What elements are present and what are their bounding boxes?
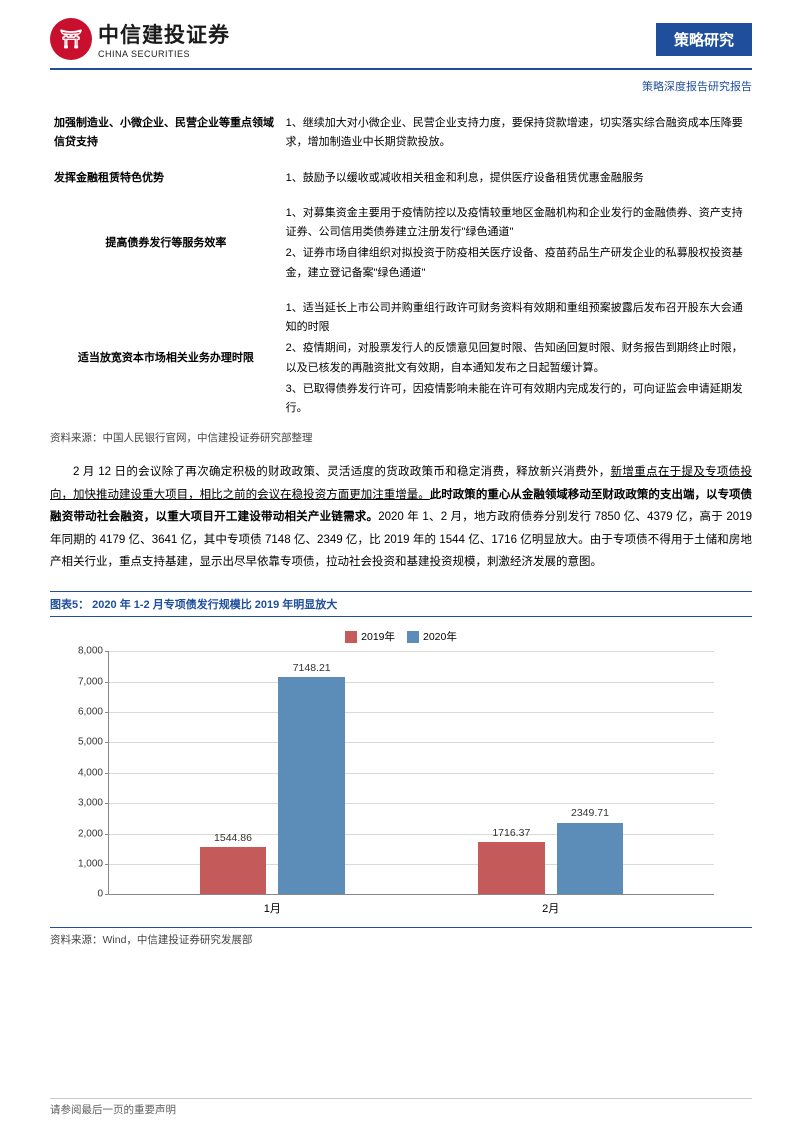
report-subtitle: 策略深度报告研究报告	[0, 70, 802, 106]
gridline	[109, 742, 714, 743]
chart-legend: 2019年 2020年	[50, 629, 752, 646]
ytick-mark	[105, 682, 109, 683]
gridline	[109, 682, 714, 683]
table-row-content: 1、鼓励予以缓收或减收相关租金和利息，提供医疗设备租赁优惠金融服务	[282, 161, 752, 196]
ytick-mark	[105, 651, 109, 652]
ytick-label: 3,000	[59, 798, 103, 809]
legend-label: 2019年	[361, 629, 395, 644]
ytick-mark	[105, 742, 109, 743]
table-row-heading: 发挥金融租赁特色优势	[50, 161, 282, 196]
body-paragraph: 2 月 12 日的会议除了再次确定积极的财政政策、灵活适度的货政政策币和稳定消费…	[50, 461, 752, 573]
gridline	[109, 803, 714, 804]
table-row-content: 1、对募集资金主要用于疫情防控以及疫情较重地区金融机构和企业发行的金融债券、资产…	[282, 196, 752, 291]
bar	[557, 823, 624, 894]
logo-text-en: CHINA SECURITIES	[98, 49, 230, 59]
bar-value-label: 1716.37	[471, 827, 551, 839]
table-row-heading: 加强制造业、小微企业、民营企业等重点领域信贷支持	[50, 106, 282, 161]
logo-text-cn: 中信建投证券	[98, 19, 230, 49]
legend-item: 2019年	[345, 629, 395, 644]
bar-value-label: 1544.86	[193, 832, 273, 844]
ytick-mark	[105, 773, 109, 774]
logo-text: 中信建投证券 CHINA SECURITIES	[98, 19, 230, 59]
logo-icon: ⛩	[50, 18, 92, 60]
gridline	[109, 651, 714, 652]
category-badge: 策略研究	[656, 23, 752, 56]
bar-value-label: 2349.71	[550, 807, 630, 819]
ytick-mark	[105, 803, 109, 804]
ytick-mark	[105, 712, 109, 713]
footer-rule	[50, 1098, 752, 1099]
ytick-label: 7,000	[59, 676, 103, 687]
gridline	[109, 773, 714, 774]
bar	[478, 842, 545, 894]
ytick-label: 5,000	[59, 737, 103, 748]
policy-table: 加强制造业、小微企业、民营企业等重点领域信贷支持1、继续加大对小微企业、民营企业…	[50, 106, 752, 426]
ytick-mark	[105, 834, 109, 835]
table-row-heading: 适当放宽资本市场相关业务办理时限	[50, 291, 282, 427]
chart-title: 图表5： 2020 年 1-2 月专项债发行规模比 2019 年明显放大	[50, 591, 752, 617]
logo-glyph: ⛩	[60, 29, 83, 50]
legend-item: 2020年	[407, 629, 457, 644]
ytick-label: 2,000	[59, 828, 103, 839]
page-header: ⛩ 中信建投证券 CHINA SECURITIES 策略研究	[0, 0, 802, 68]
ytick-label: 0	[59, 889, 103, 900]
ytick-mark	[105, 864, 109, 865]
logo-block: ⛩ 中信建投证券 CHINA SECURITIES	[50, 18, 230, 60]
legend-label: 2020年	[423, 629, 457, 644]
footer-note: 请参阅最后一页的重要声明	[50, 1102, 176, 1117]
legend-swatch	[345, 631, 357, 643]
ytick-mark	[105, 894, 109, 895]
table-row-heading: 提高债券发行等服务效率	[50, 196, 282, 291]
ytick-label: 4,000	[59, 767, 103, 778]
chart-area: 2019年2020年 01,0002,0003,0004,0005,0006,0…	[50, 623, 752, 923]
chart-source: 资料来源：Wind，中信建投证券研究发展部	[50, 932, 752, 947]
bar	[278, 677, 345, 894]
xtick-label: 1月	[264, 900, 281, 916]
ytick-label: 8,000	[59, 646, 103, 657]
ytick-label: 1,000	[59, 858, 103, 869]
ytick-label: 6,000	[59, 707, 103, 718]
bar	[200, 847, 267, 894]
xtick-label: 2月	[542, 900, 559, 916]
legend-swatch	[407, 631, 419, 643]
table-source: 资料来源：中国人民银行官网，中信建投证券研究部整理	[50, 430, 752, 445]
para-lead: 2 月 12 日的会议除了再次确定积极的财政政策、灵活适度的货政政策币和稳定消费…	[73, 466, 611, 478]
table-row-content: 1、继续加大对小微企业、民营企业支持力度，要保持贷款增速，切实落实综合融资成本压…	[282, 106, 752, 161]
page-content: 加强制造业、小微企业、民营企业等重点领域信贷支持1、继续加大对小微企业、民营企业…	[0, 106, 802, 947]
table-row-content: 1、适当延长上市公司并购重组行政许可财务资料有效期和重组预案披露后发布召开股东大…	[282, 291, 752, 427]
chart-bottom-rule	[50, 927, 752, 928]
bar-value-label: 7148.21	[272, 662, 352, 674]
gridline	[109, 712, 714, 713]
chart-plot: 01,0002,0003,0004,0005,0006,0007,0008,00…	[108, 651, 714, 895]
